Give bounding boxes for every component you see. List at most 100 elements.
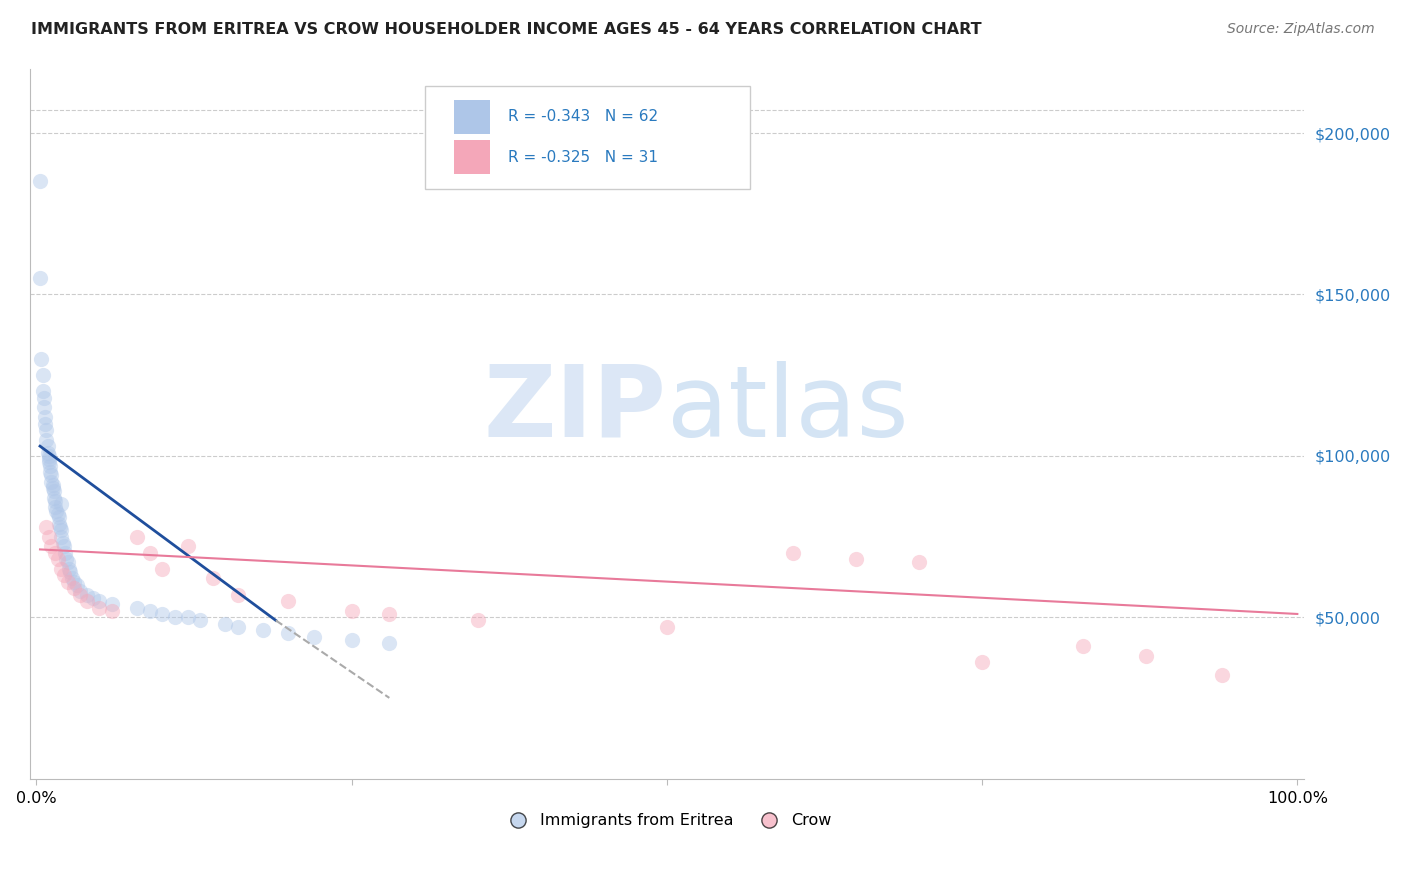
Point <box>101 604 124 618</box>
Point <box>127 600 149 615</box>
Point <box>340 632 363 647</box>
Point <box>48 516 70 531</box>
Point <box>51 497 73 511</box>
Point <box>37 445 59 459</box>
Text: R = -0.343   N = 62: R = -0.343 N = 62 <box>508 110 658 124</box>
Text: ZIP: ZIP <box>484 361 666 458</box>
Point <box>76 588 98 602</box>
Point <box>30 351 52 366</box>
Point <box>176 539 198 553</box>
Point <box>908 555 931 569</box>
FancyBboxPatch shape <box>454 100 489 134</box>
Point <box>51 562 73 576</box>
Point <box>44 494 66 508</box>
Point <box>51 529 73 543</box>
Point <box>138 546 160 560</box>
Point <box>127 529 149 543</box>
Point <box>188 614 211 628</box>
Point <box>60 572 83 586</box>
Point <box>214 616 236 631</box>
Point <box>45 504 67 518</box>
Point <box>163 610 186 624</box>
Point <box>1211 668 1233 682</box>
Point <box>35 423 58 437</box>
Point <box>38 455 60 469</box>
Point <box>41 478 63 492</box>
Text: Source: ZipAtlas.com: Source: ZipAtlas.com <box>1227 22 1375 37</box>
Point <box>226 588 249 602</box>
Point <box>35 433 58 447</box>
Point <box>63 574 86 589</box>
Point <box>1071 639 1094 653</box>
Text: atlas: atlas <box>666 361 908 458</box>
Text: IMMIGRANTS FROM ERITREA VS CROW HOUSEHOLDER INCOME AGES 45 - 64 YEARS CORRELATIO: IMMIGRANTS FROM ERITREA VS CROW HOUSEHOL… <box>31 22 981 37</box>
Point <box>31 368 53 383</box>
Point <box>138 604 160 618</box>
Point <box>41 475 63 489</box>
Point <box>89 600 111 615</box>
Point <box>37 439 59 453</box>
Point <box>201 572 224 586</box>
Point <box>302 630 325 644</box>
Point <box>38 449 60 463</box>
Point <box>34 417 56 431</box>
Point <box>252 623 274 637</box>
Point <box>56 555 79 569</box>
Point <box>970 656 993 670</box>
Point <box>277 594 299 608</box>
Text: R = -0.325   N = 31: R = -0.325 N = 31 <box>508 150 658 165</box>
Point <box>34 410 56 425</box>
Point <box>59 565 82 579</box>
Point <box>38 529 60 543</box>
Point <box>76 594 98 608</box>
Point <box>150 607 173 621</box>
Point <box>52 536 75 550</box>
Point <box>46 507 69 521</box>
Point <box>467 614 489 628</box>
Point <box>176 610 198 624</box>
Point <box>53 546 76 560</box>
Point <box>49 520 72 534</box>
Point <box>38 452 60 467</box>
FancyBboxPatch shape <box>454 140 489 174</box>
Point <box>378 607 401 621</box>
Point <box>39 458 62 473</box>
Point <box>32 401 55 415</box>
FancyBboxPatch shape <box>425 87 749 189</box>
Point <box>52 539 75 553</box>
Point <box>42 491 65 505</box>
Point <box>89 594 111 608</box>
Point <box>69 584 91 599</box>
Point <box>378 636 401 650</box>
Legend: Immigrants from Eritrea, Crow: Immigrants from Eritrea, Crow <box>495 806 838 835</box>
Point <box>52 568 75 582</box>
Point <box>42 484 65 499</box>
Point <box>31 384 53 399</box>
Point <box>58 562 80 576</box>
Point <box>845 552 868 566</box>
Point <box>46 552 69 566</box>
Point <box>655 620 678 634</box>
Point <box>44 546 66 560</box>
Point <box>51 523 73 537</box>
Point <box>69 588 91 602</box>
Point <box>28 174 51 188</box>
Point <box>48 510 70 524</box>
Point <box>35 520 58 534</box>
Point <box>340 604 363 618</box>
Point <box>55 552 77 566</box>
Point <box>277 626 299 640</box>
Point <box>41 539 63 553</box>
Point <box>226 620 249 634</box>
Point <box>32 391 55 405</box>
Point <box>101 597 124 611</box>
Point <box>782 546 804 560</box>
Point <box>56 574 79 589</box>
Point <box>41 481 63 495</box>
Point <box>28 271 51 285</box>
Point <box>41 468 63 483</box>
Point <box>63 581 86 595</box>
Point <box>82 591 104 605</box>
Point <box>44 500 66 515</box>
Point <box>39 465 62 479</box>
